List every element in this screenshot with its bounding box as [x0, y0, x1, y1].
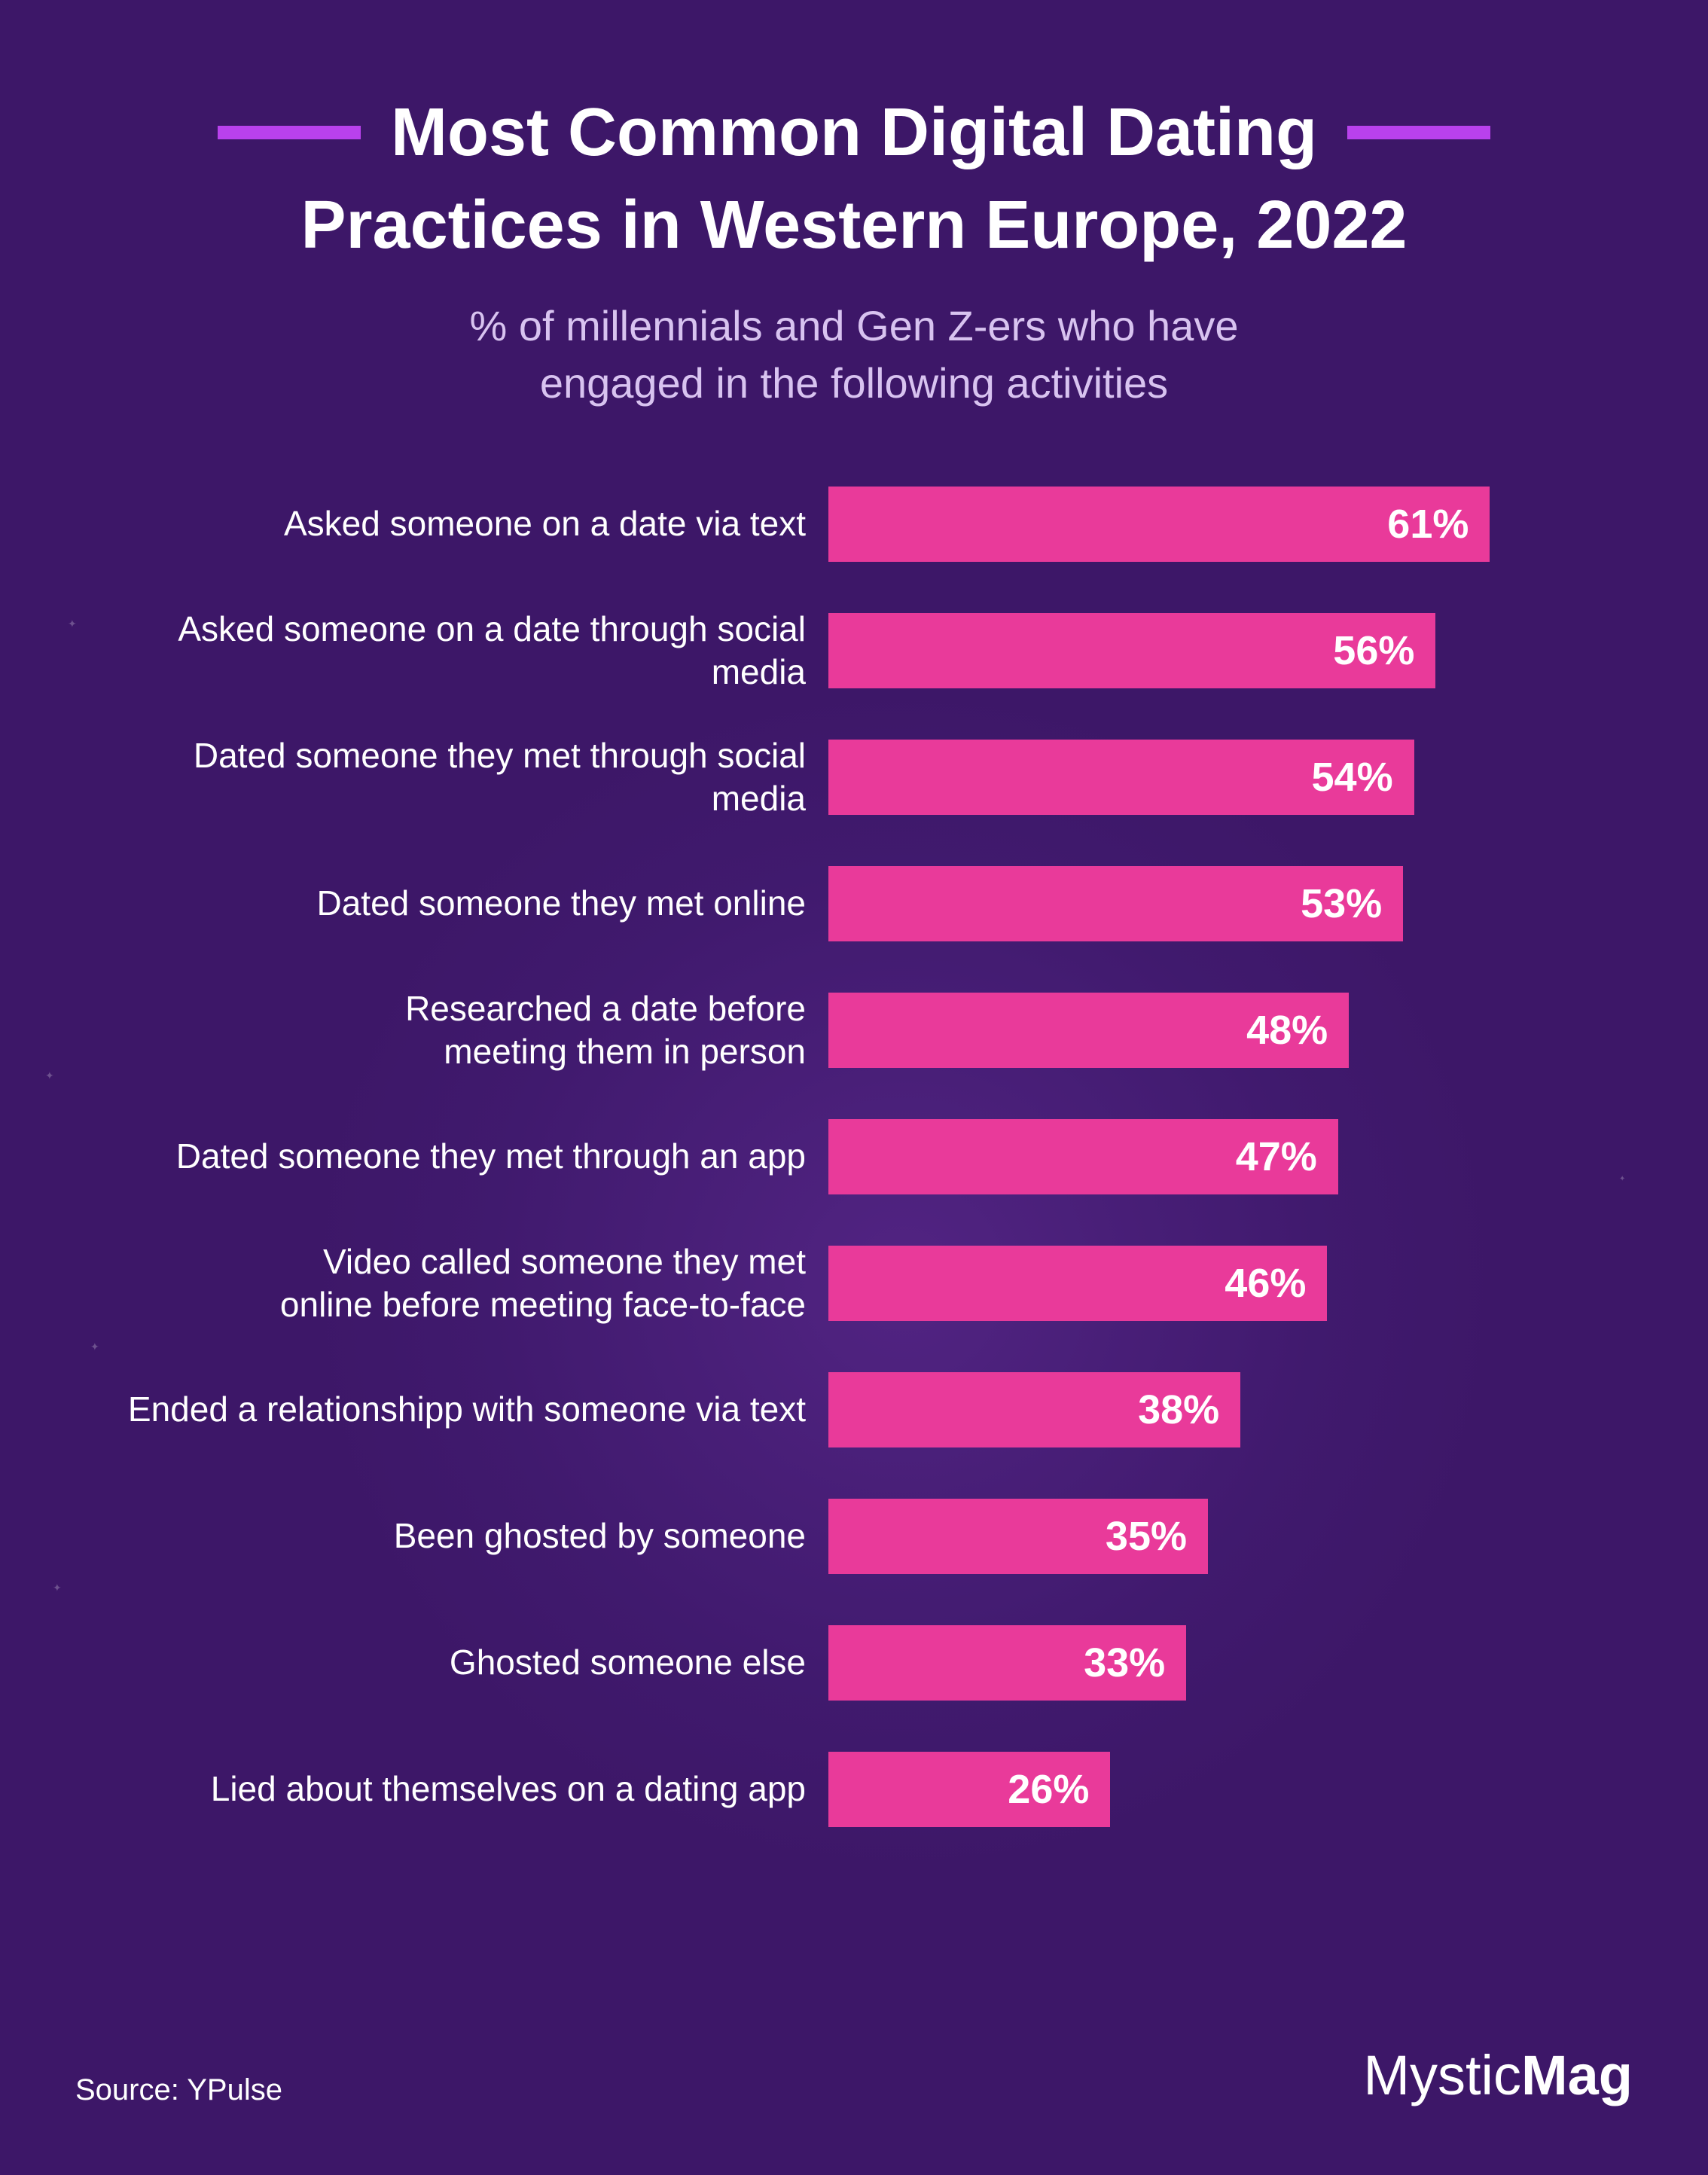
- bar-row: Ghosted someone else 33%: [90, 1625, 1588, 1701]
- bar-fill: 48%: [828, 993, 1349, 1068]
- bar-track: 26%: [828, 1752, 1588, 1827]
- bar-row: Asked someone on a date through social m…: [90, 613, 1588, 688]
- bar-label: Ended a relationshipp with someone via t…: [90, 1388, 828, 1432]
- bar-row: Been ghosted by someone 35%: [90, 1499, 1588, 1574]
- bar-label: Ghosted someone else: [90, 1641, 828, 1685]
- bar-row: Video called someone they metonline befo…: [90, 1246, 1588, 1321]
- bar-chart: Asked someone on a date via text61%Asked…: [75, 487, 1633, 1827]
- footer: Source: YPulse MysticMag: [75, 2043, 1633, 2107]
- subtitle-line1: % of millennials and Gen Z-ers who have: [470, 302, 1239, 349]
- bar-fill: 46%: [828, 1246, 1327, 1321]
- chart-title-line1: Most Common Digital Dating: [391, 90, 1317, 175]
- bar-value: 38%: [1138, 1386, 1219, 1433]
- bar-fill: 56%: [828, 613, 1435, 688]
- chart-title-line2: Practices in Western Europe, 2022: [75, 183, 1633, 268]
- infographic-container: Most Common Digital Dating Practices in …: [0, 0, 1708, 2175]
- bar-track: 38%: [828, 1372, 1588, 1447]
- bar-track: 48%: [828, 993, 1588, 1068]
- bar-value: 46%: [1225, 1260, 1306, 1307]
- bar-fill: 26%: [828, 1752, 1110, 1827]
- bar-value: 53%: [1301, 880, 1382, 927]
- bar-fill: 35%: [828, 1499, 1208, 1574]
- bar-value: 56%: [1333, 627, 1414, 674]
- bar-label: Asked someone on a date through social m…: [90, 608, 828, 694]
- bar-label: Video called someone they metonline befo…: [90, 1240, 828, 1327]
- logo-part1: Mystic: [1363, 2044, 1521, 2106]
- bar-label: Researched a date beforemeeting them in …: [90, 987, 828, 1074]
- bar-fill: 53%: [828, 866, 1403, 941]
- bar-label: Dated someone they met through an app: [90, 1135, 828, 1179]
- bar-row: Researched a date beforemeeting them in …: [90, 993, 1588, 1068]
- chart-subtitle: % of millennials and Gen Z-ers who have …: [75, 297, 1633, 411]
- bar-track: 46%: [828, 1246, 1588, 1321]
- bar-label: Asked someone on a date via text: [90, 502, 828, 546]
- bar-value: 61%: [1387, 501, 1469, 548]
- bar-label: Been ghosted by someone: [90, 1515, 828, 1558]
- bar-track: 54%: [828, 740, 1588, 815]
- bar-value: 54%: [1312, 754, 1393, 801]
- bar-row: Lied about themselves on a dating app 26%: [90, 1752, 1588, 1827]
- accent-bar-right: [1347, 126, 1490, 139]
- bar-fill: 61%: [828, 487, 1490, 562]
- source-text: Source: YPulse: [75, 2073, 282, 2107]
- accent-bar-left: [218, 126, 361, 139]
- bar-row: Ended a relationshipp with someone via t…: [90, 1372, 1588, 1447]
- brand-logo: MysticMag: [1363, 2043, 1633, 2107]
- bar-fill: 38%: [828, 1372, 1240, 1447]
- bar-fill: 33%: [828, 1625, 1186, 1701]
- bar-track: 33%: [828, 1625, 1588, 1701]
- bar-fill: 47%: [828, 1119, 1338, 1194]
- bar-fill: 54%: [828, 740, 1414, 815]
- bar-row: Dated someone they met online 53%: [90, 866, 1588, 941]
- bar-value: 47%: [1236, 1133, 1317, 1180]
- bar-value: 26%: [1008, 1766, 1089, 1813]
- bar-track: 56%: [828, 613, 1588, 688]
- bar-track: 61%: [828, 487, 1588, 562]
- bar-label: Lied about themselves on a dating app: [90, 1768, 828, 1811]
- bar-track: 35%: [828, 1499, 1588, 1574]
- bar-row: Dated someone they met through social me…: [90, 740, 1588, 815]
- bar-label: Dated someone they met through social me…: [90, 734, 828, 821]
- subtitle-line2: engaged in the following activities: [540, 359, 1168, 407]
- bar-value: 48%: [1246, 1007, 1328, 1054]
- bar-row: Dated someone they met through an app 47%: [90, 1119, 1588, 1194]
- title-row: Most Common Digital Dating: [75, 90, 1633, 175]
- bar-row: Asked someone on a date via text 61%: [90, 487, 1588, 562]
- logo-part2: Mag: [1521, 2044, 1633, 2106]
- bar-track: 47%: [828, 1119, 1588, 1194]
- bar-value: 33%: [1084, 1640, 1165, 1686]
- bar-value: 35%: [1106, 1513, 1187, 1560]
- bar-track: 53%: [828, 866, 1588, 941]
- bar-label: Dated someone they met online: [90, 882, 828, 926]
